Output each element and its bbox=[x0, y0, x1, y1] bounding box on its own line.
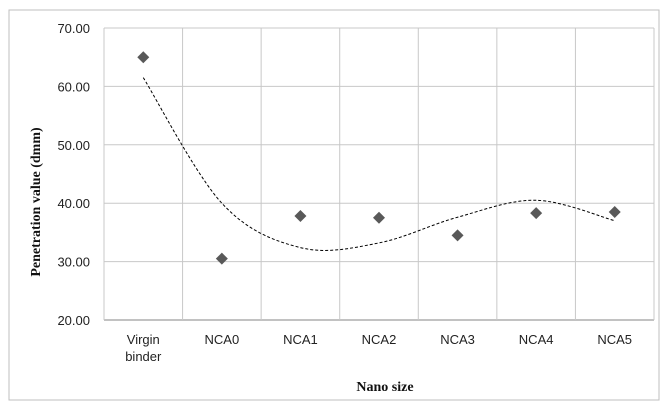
data-point-diamond bbox=[451, 229, 464, 242]
x-tick-label: NCA0 bbox=[205, 332, 240, 347]
x-axis-title: Nano size bbox=[356, 380, 413, 395]
x-tick-label: NCA1 bbox=[283, 332, 318, 347]
data-point-diamond bbox=[215, 252, 228, 265]
y-tick-label: 20.00 bbox=[57, 313, 90, 328]
data-points bbox=[137, 51, 621, 265]
y-tick-label: 50.00 bbox=[57, 138, 90, 153]
y-axis-ticks: 20.00 30.00 40.00 50.00 60.00 70.00 bbox=[57, 21, 90, 328]
chart-frame bbox=[8, 9, 660, 401]
x-tick-label: NCA2 bbox=[362, 332, 397, 347]
trendline-path bbox=[142, 77, 615, 251]
data-point-diamond bbox=[530, 207, 543, 220]
x-tick-label: NCA5 bbox=[597, 332, 632, 347]
x-tick-label: Virgin binder bbox=[125, 332, 162, 364]
data-point-diamond bbox=[608, 205, 621, 218]
y-axis-title: Penetration value (dmm) bbox=[29, 127, 44, 277]
grid-lines bbox=[103, 27, 655, 321]
y-tick-label: 40.00 bbox=[57, 196, 90, 211]
data-point-diamond bbox=[137, 51, 150, 64]
y-tick-label: 30.00 bbox=[57, 255, 90, 270]
y-tick-label: 70.00 bbox=[57, 21, 90, 36]
data-point-diamond bbox=[373, 211, 385, 224]
data-point-diamond bbox=[294, 210, 307, 223]
trendline bbox=[142, 77, 615, 251]
x-tick-label: NCA3 bbox=[440, 332, 475, 347]
x-tick-label: NCA4 bbox=[519, 332, 554, 347]
y-tick-label: 60.00 bbox=[57, 79, 90, 94]
x-axis-ticks: Virgin binder NCA0 NCA1 NCA2 NCA3 NCA4 NCA5 bbox=[125, 332, 632, 364]
